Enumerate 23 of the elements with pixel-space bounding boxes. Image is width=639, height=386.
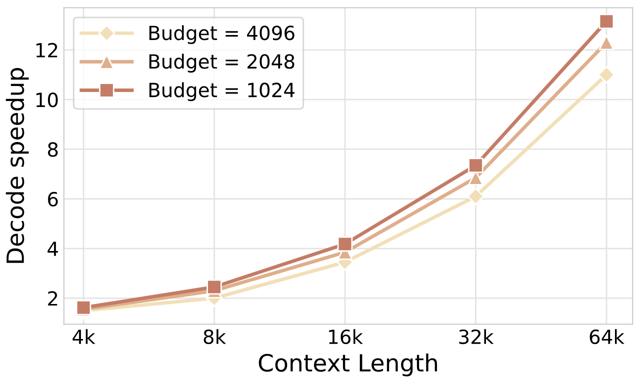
x-tick-label: 64k [590,329,624,344]
x-tick-label: 32k [459,329,494,344]
y-tick-label: 8 [48,142,58,157]
point [206,279,222,295]
y-tick-label: 4 [48,242,58,256]
legend-label: Budget = 1024 [149,82,294,102]
x-tick-label: 4k [72,329,96,344]
x-axis-title: Context Length [258,353,437,376]
legend-label: Budget = 2048 [149,54,294,73]
legend-label: Budget = 4096 [149,25,294,44]
x-tick-label: 16k [329,329,363,344]
y-tick-label: 12 [36,42,58,58]
x-tick-label: 8k [204,329,226,344]
y-axis-title: Decode speedup [6,68,29,263]
y-tick-label: 10 [36,92,58,108]
point [468,158,484,173]
point [598,34,614,50]
point [467,188,484,205]
point [337,236,353,252]
point [598,14,614,30]
y-tick-label: 2 [48,291,58,306]
point [598,66,616,84]
y-tick-label: 6 [48,192,58,207]
